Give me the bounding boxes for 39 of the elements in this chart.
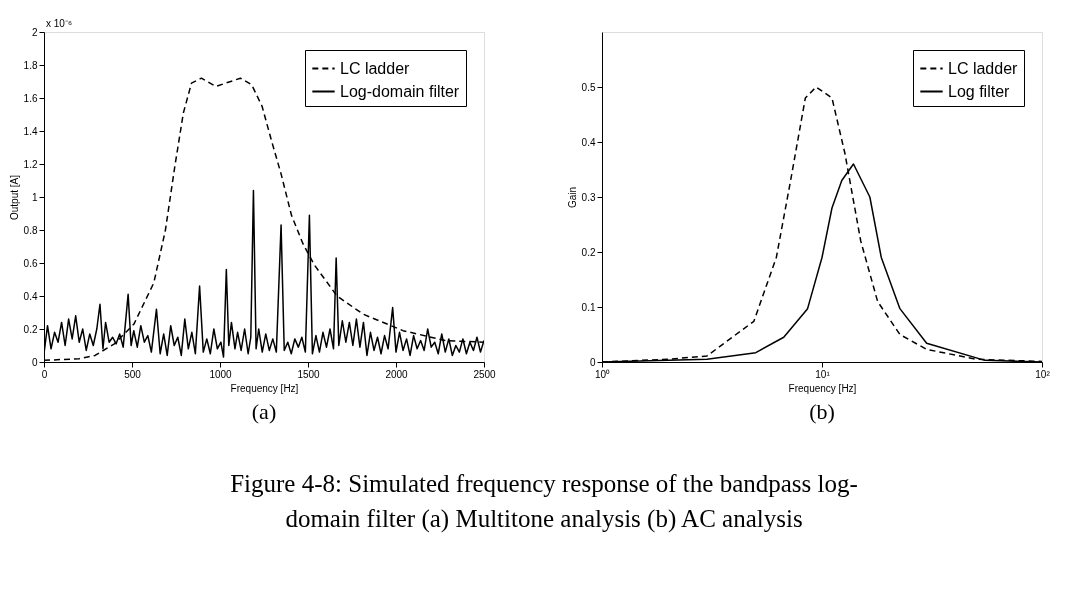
x-tick-label: 10² (1035, 368, 1051, 380)
text: (a) (251, 399, 277, 424)
y-tick-label: 1.6 (23, 92, 38, 104)
x-axis-title: Frequency [Hz] (230, 382, 299, 394)
x-tick-label: 10⁰ (594, 368, 611, 380)
y-tick-label: 0.2 (581, 246, 596, 258)
x-tick-label: 10¹ (815, 368, 831, 380)
y-tick-label: 1.8 (23, 59, 38, 71)
y-tick-label: 0.6 (23, 257, 38, 269)
x-tick-label: 1000 (209, 368, 233, 380)
y-tick-label: 0 (31, 356, 38, 368)
x-tick-label: 1500 (297, 368, 321, 380)
y-tick-label: 0.4 (23, 290, 38, 302)
y-axis-title: Gain (566, 186, 578, 209)
x-tick-label: 2500 (473, 368, 497, 380)
x-axis-title: Frequency [Hz] (788, 382, 857, 394)
y-tick-label: 1 (31, 191, 38, 203)
y-tick-label: 0.1 (581, 301, 596, 313)
y-tick-label: 0.3 (581, 191, 596, 203)
x-tick-label: 2000 (385, 368, 409, 380)
y-tick-label: 0.4 (581, 136, 596, 148)
text: (b) (809, 399, 835, 424)
y-tick-label: 0.8 (23, 224, 38, 236)
x-tick-label: 500 (124, 368, 142, 380)
text: x 10⁻⁶ (46, 18, 73, 29)
y-tick-label: 0.2 (23, 323, 38, 335)
y-tick-label: 2 (31, 26, 38, 38)
text: domain filter (a) Multitone analysis (b) AC analysis (285, 504, 803, 533)
y-axis-title: Output [A] (8, 174, 20, 221)
y-tick-label: 0 (589, 356, 596, 368)
legend-label: Log-domain filter (340, 82, 460, 100)
y-tick-label: 0.5 (581, 81, 596, 93)
legend-label: LC ladder (340, 59, 411, 77)
x-tick-label: 0 (41, 368, 48, 380)
y-tick-label: 1.2 (23, 158, 38, 170)
caption: Figure 4-8: Simulated frequency response of the bandpass log- (230, 469, 858, 497)
legend-label: Log filter (948, 82, 1011, 100)
y-tick-label: 1.4 (23, 125, 38, 137)
legend-label: LC ladder (948, 59, 1019, 77)
